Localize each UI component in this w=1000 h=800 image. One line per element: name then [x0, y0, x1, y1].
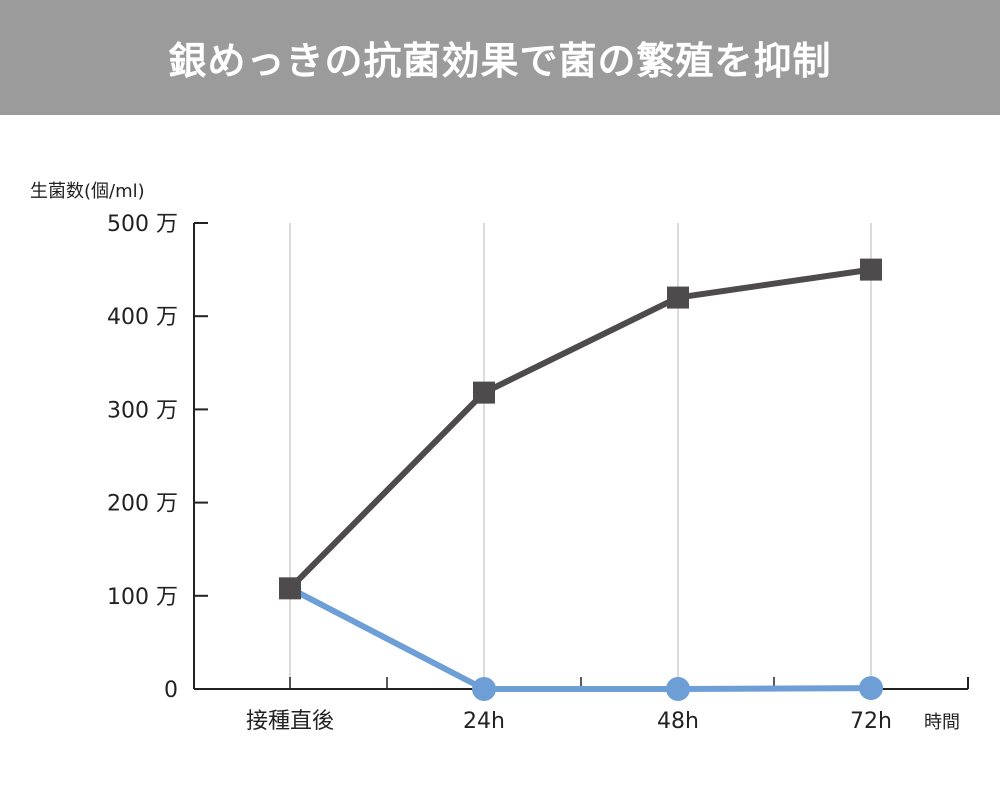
- x-tick-label: 72h: [850, 709, 892, 734]
- y-tick-label: 200 万: [107, 492, 178, 517]
- x-tick-label: 接種直後: [246, 709, 334, 734]
- y-axis-title: 生菌数(個/ml): [30, 181, 145, 202]
- series-0-point: [473, 381, 495, 404]
- series-0-point: [667, 286, 689, 309]
- y-tick-label: 400 万: [107, 305, 178, 330]
- series-1-point: [859, 676, 883, 701]
- series-1-point: [666, 677, 690, 701]
- series-0-point: [860, 258, 882, 281]
- title-banner: 銀めっきの抗菌効果で菌の繁殖を抑制: [0, 0, 1000, 115]
- x-axis-title: 時間: [924, 712, 960, 733]
- x-tick-label: 48h: [657, 709, 699, 734]
- bacteria-count-chart: 0 100 万 200 万 300 万 400 万 500 万 生菌数(個/ml) 接種直後 2…: [30, 181, 969, 734]
- y-tick-label: 300 万: [107, 398, 178, 423]
- series-0-point: [279, 577, 301, 600]
- x-tick-label: 24h: [463, 709, 505, 734]
- y-tick-label: 100 万: [107, 585, 178, 610]
- chart-title: 銀めっきの抗菌効果で菌の繁殖を抑制: [168, 39, 832, 83]
- series-1-point: [472, 677, 496, 701]
- series-line-1: [287, 585, 874, 692]
- y-tick-label: 0: [164, 678, 178, 703]
- series-line-0: [287, 266, 874, 592]
- y-tick-label: 500 万: [107, 212, 178, 237]
